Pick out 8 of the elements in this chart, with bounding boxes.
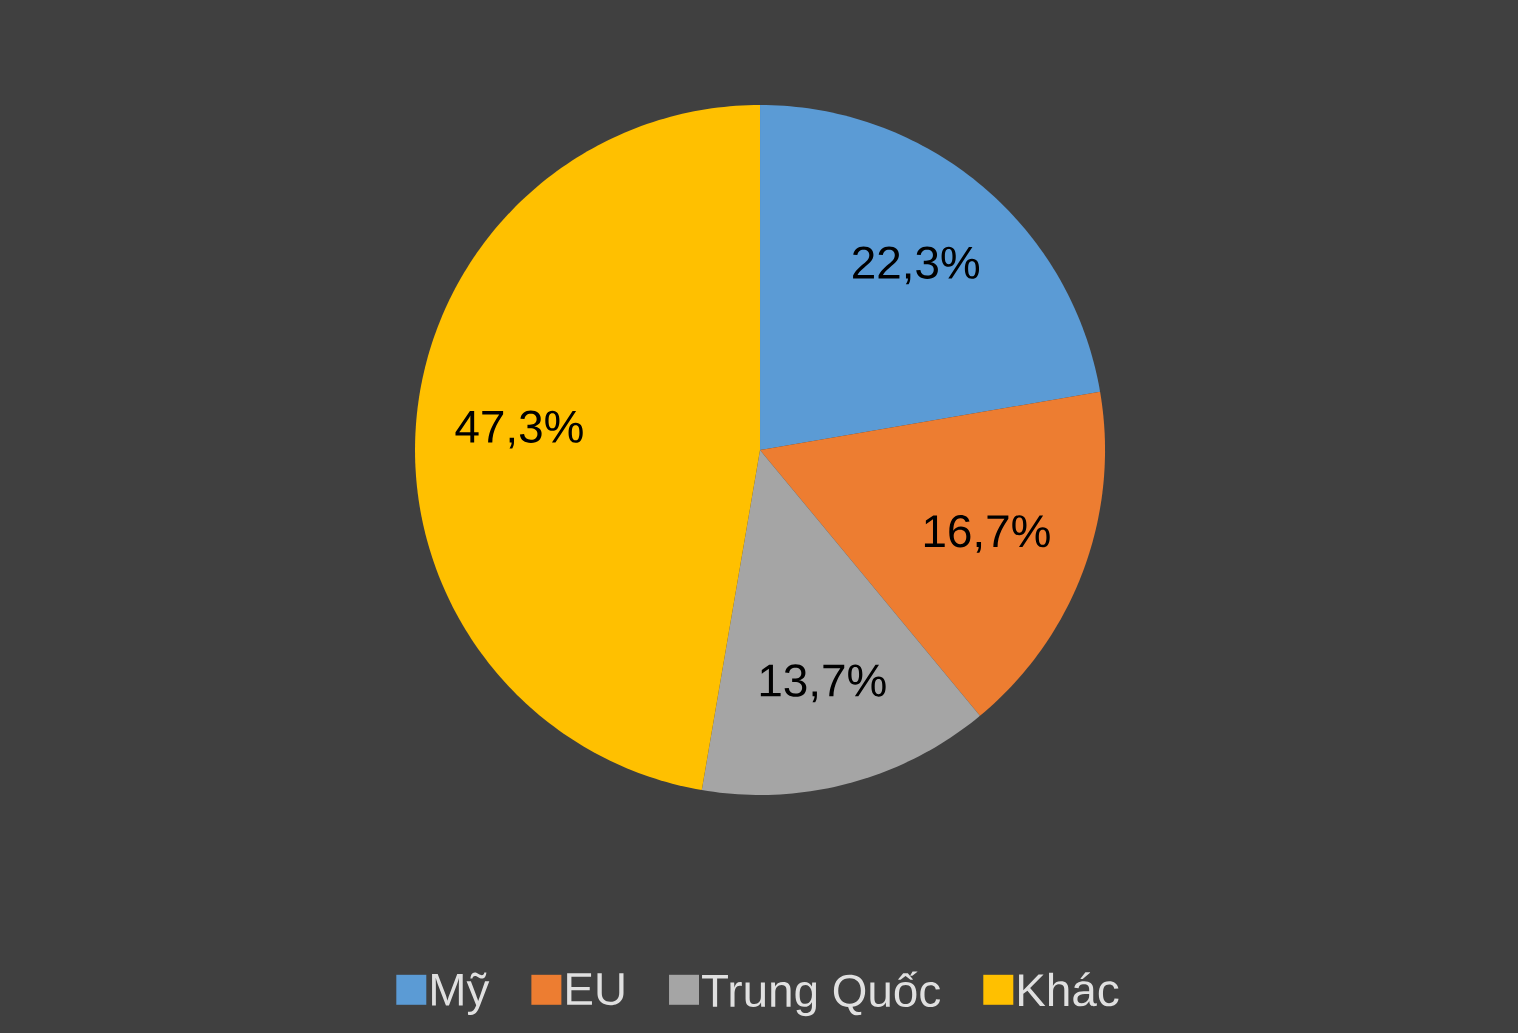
legend-label: Trung Quốc [702, 971, 941, 1017]
data-label: 47,3% [455, 410, 583, 449]
legend-label: EU [567, 973, 624, 1006]
data-label: 22,3% [853, 246, 980, 285]
legend-label: Khác [1019, 972, 1119, 1007]
legend-label: Mỹ [432, 972, 490, 1015]
data-label: 13,7% [760, 664, 886, 703]
data-label: 16,7% [924, 514, 1050, 553]
